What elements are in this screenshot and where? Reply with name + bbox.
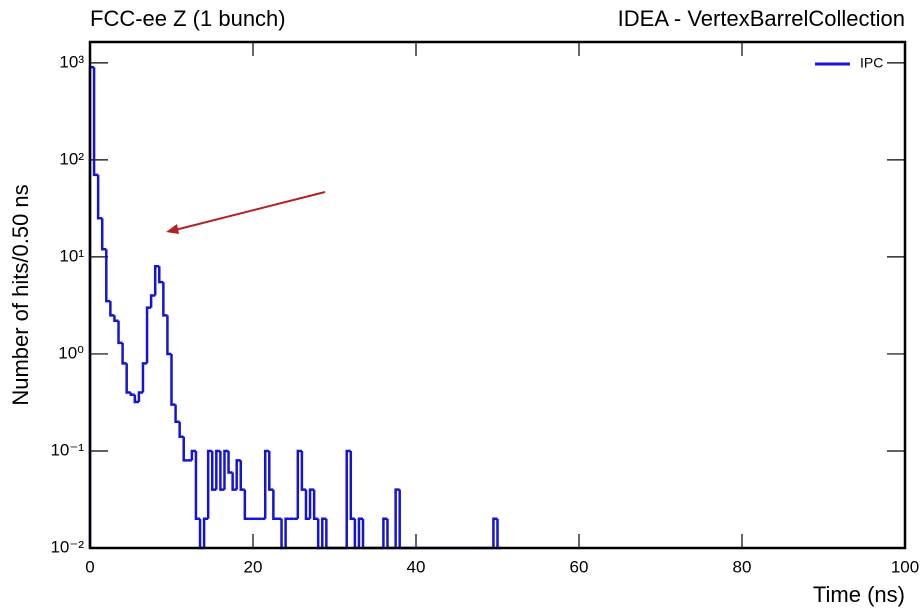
histogram-bin (308, 488, 315, 519)
histogram-bin (174, 404, 180, 424)
y-tick-label: 10⁻¹ (50, 440, 84, 459)
histogram-bin (239, 460, 245, 491)
histogram-bin (361, 518, 368, 550)
histogram-bin (215, 449, 221, 490)
histogram-bin (153, 265, 160, 296)
histogram-bin (357, 517, 364, 548)
histogram-bin (492, 517, 498, 548)
histogram-bin (325, 518, 331, 550)
histogram-bin (394, 488, 400, 548)
histogram-bin (158, 266, 164, 284)
annotation-arrow (174, 191, 326, 231)
histogram-bin (227, 450, 233, 474)
histogram-bin (117, 320, 123, 345)
y-tick-label: 10⁰ (58, 343, 84, 362)
x-tick-label: 60 (570, 557, 589, 576)
histogram-bin (133, 394, 139, 404)
histogram-bin (202, 517, 209, 548)
histogram-bin (386, 518, 392, 550)
histogram-bin (125, 363, 131, 394)
chart-title: FCC-ee Z (1 bunch) (90, 6, 286, 31)
y-tick-label: 10¹ (59, 246, 84, 265)
histogram-bin (105, 249, 111, 303)
histogram-bin (211, 450, 217, 491)
legend-label: IPC (860, 55, 883, 71)
histogram-bin (231, 472, 237, 491)
histogram-bin (145, 306, 152, 364)
y-tick-label: 10² (59, 149, 84, 168)
plot-frame (88, 40, 907, 550)
histogram-bin (178, 421, 184, 439)
histogram-bin (149, 294, 156, 308)
histogram-bin (345, 449, 351, 548)
x-axis-label: Time (ns) (813, 582, 905, 607)
histogram-bin (206, 449, 213, 519)
y-axis-label: Number of hits/0.50 ns (8, 184, 33, 405)
histogram-bin (268, 450, 274, 491)
histogram-bin (300, 450, 306, 491)
histogram-bin (162, 282, 168, 317)
histogram-bin (92, 67, 99, 177)
histogram-bin (284, 517, 290, 548)
histogram-bin (235, 459, 241, 490)
histogram-bin (496, 518, 502, 550)
arrow-head (166, 224, 179, 234)
x-tick-label: 40 (407, 557, 426, 576)
histogram-bin (263, 449, 270, 519)
y-tick-label: 10³ (59, 52, 84, 71)
histogram-bin (304, 489, 311, 521)
histogram-bin (121, 342, 127, 365)
histogram-bin (321, 517, 327, 548)
histogram-bin (113, 315, 119, 322)
x-tick-label: 80 (733, 557, 752, 576)
histogram-bin (194, 450, 201, 521)
chart-subtitle: IDEA - VertexBarrelCollection (618, 6, 905, 31)
histogram-bin (219, 450, 225, 491)
x-tick-label: 0 (85, 557, 94, 576)
histogram-bin (382, 517, 388, 548)
histogram-bin (349, 450, 355, 521)
histogram-bin (141, 362, 148, 393)
histogram-bin (166, 315, 172, 356)
histogram-bin (243, 489, 249, 521)
histogram-bin (100, 218, 107, 251)
histogram-bin (182, 436, 188, 462)
histogram-bin (398, 489, 404, 550)
x-tick-label: 100 (891, 557, 919, 576)
x-tick-label: 20 (244, 557, 263, 576)
histogram-bin (170, 353, 176, 406)
histogram-bin (96, 174, 103, 220)
histogram-bin (223, 449, 229, 490)
histogram-bin (272, 489, 278, 521)
histogram-bin (296, 449, 302, 519)
histogram-bin (109, 301, 115, 317)
histogram-bin (129, 392, 135, 396)
y-tick-label: 10⁻² (50, 537, 84, 556)
histogram-bin (312, 489, 319, 521)
histogram-bin (137, 391, 143, 402)
histogram-bin (190, 449, 196, 461)
